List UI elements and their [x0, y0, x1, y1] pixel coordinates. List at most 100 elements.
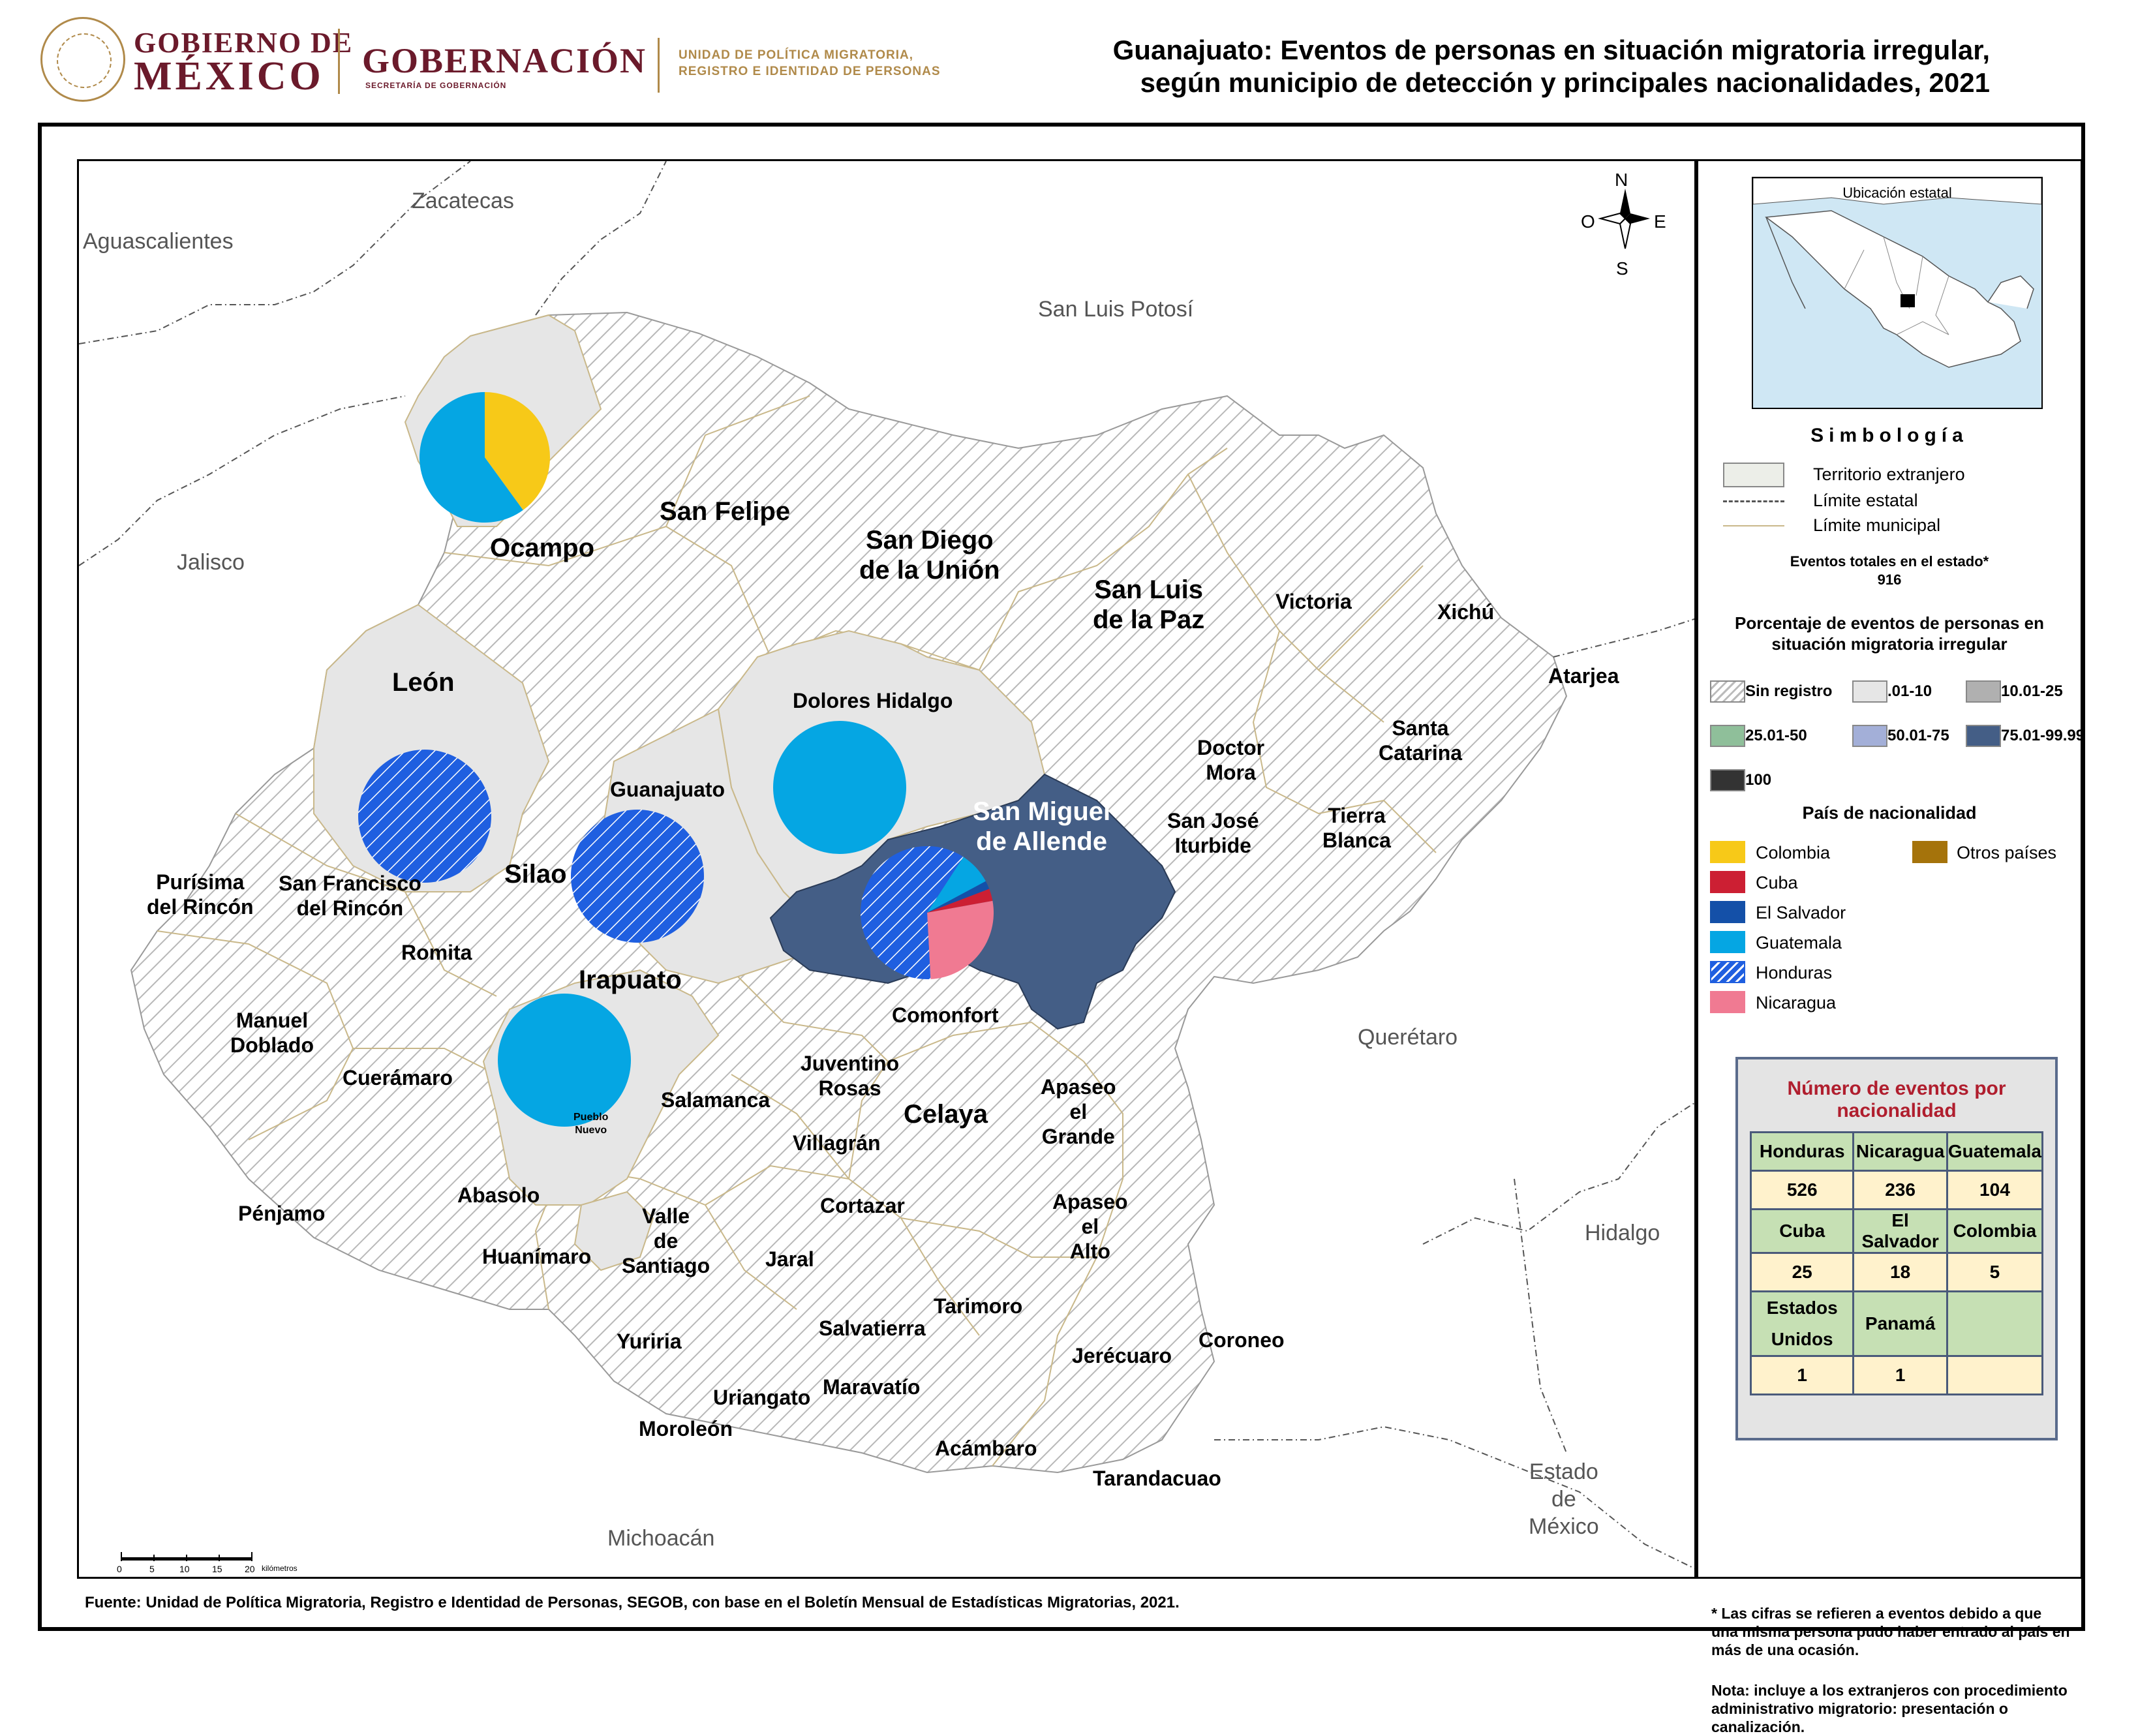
- pct-title-line-1: Porcentaje de eventos de personas en: [1735, 613, 2044, 633]
- vs-line-1: Valle: [642, 1204, 690, 1228]
- sji-line-2: Iturbide: [1174, 834, 1251, 857]
- nat-label-el-salvador: El Salvador: [1756, 903, 1846, 922]
- scale-tick: [251, 1552, 252, 1561]
- ag-line-1: Apaseo: [1041, 1075, 1116, 1099]
- mun-label-comonfort: Comonfort: [892, 1003, 999, 1027]
- table-row: 1 1: [1749, 1355, 2044, 1395]
- mun-label-apaseo-el-alto: Apaseo el Alto: [1052, 1189, 1128, 1264]
- compass-o: O: [1581, 211, 1595, 232]
- upm-logo-text: UNIDAD DE POLÍTICA MIGRATORIA, REGISTRO …: [679, 47, 941, 80]
- pie-dolores-hidalgo: [773, 721, 906, 854]
- mun-label-romita: Romita: [401, 941, 472, 964]
- doctor-line-1: Doctor: [1197, 736, 1265, 759]
- pct-label-10-25: 10.01-25: [2001, 682, 2063, 700]
- mexico-label: MÉXICO: [134, 54, 324, 99]
- mun-label-valle-de-santiago: Valle de Santiago: [622, 1204, 710, 1278]
- nat-swatch-otros: [1912, 841, 1947, 863]
- mun-label-irapuato: Irapuato: [579, 966, 682, 994]
- mun-label-san-diego: San Diego de la Unión: [859, 525, 1000, 585]
- table-header-cell: Cuba: [1749, 1208, 1855, 1254]
- pie-slice-honduras: [358, 750, 491, 883]
- scale-label-15: 15: [212, 1564, 222, 1574]
- total-events-value: 916: [1877, 571, 1902, 588]
- pct-swatch-01-10: [1852, 680, 1887, 703]
- title-line-2: según municipio de detección y principal…: [1140, 67, 1990, 98]
- state-label-edomex: Estado de México: [1529, 1458, 1599, 1540]
- limite-estatal-label: Límite estatal: [1813, 491, 1918, 510]
- mun-label-apaseo-el-grande: Apaseo el Grande: [1041, 1074, 1116, 1149]
- nat-swatch-el-salvador: [1710, 901, 1745, 923]
- mun-label-santa-catarina: Santa Catarina: [1379, 716, 1462, 765]
- mun-label-atarjea: Atarjea: [1548, 664, 1619, 688]
- nat-label-honduras: Honduras: [1756, 963, 1833, 982]
- pie-slice-cuba: [927, 889, 993, 913]
- nat-swatch-honduras: [1710, 961, 1745, 983]
- mun-label-tarandacuao: Tarandacuao: [1093, 1467, 1221, 1490]
- mun-label-abasolo: Abasolo: [457, 1183, 540, 1207]
- mun-label-villagran: Villagrán: [793, 1131, 881, 1155]
- md-line-1: Manuel: [236, 1009, 309, 1032]
- mun-label-pueblo-nuevo: Pueblo Nuevo: [573, 1111, 608, 1137]
- nat-label-colombia: Colombia: [1756, 843, 1831, 862]
- sc-line-1: Santa: [1392, 716, 1449, 740]
- pct-swatch-10-25: [1966, 680, 2001, 703]
- pct-label-sin-registro: Sin registro: [1745, 682, 1833, 700]
- pueblo-line-2: Nuevo: [575, 1125, 607, 1136]
- mun-label-salamanca: Salamanca: [661, 1088, 771, 1112]
- pie-irapuato: [498, 994, 631, 1127]
- simbologia-title: Simbología: [1810, 425, 1968, 446]
- pie-san-miguel-de-allende: [861, 846, 994, 979]
- mun-label-doctor-mora: Doctor Mora: [1197, 735, 1264, 785]
- aa-line-2: el: [1081, 1215, 1099, 1238]
- mun-label-purisima: Purísima del Rincón: [147, 870, 254, 919]
- edomex-line-1: Estado: [1529, 1459, 1598, 1484]
- table-header-cell: Guatemala: [1946, 1131, 2044, 1172]
- pie-slice-guatemala: [498, 994, 631, 1127]
- sji-line-1: San José: [1167, 809, 1259, 832]
- outer-frame: [38, 123, 2085, 1631]
- pie-slice-el-salvador: [927, 881, 990, 913]
- nat-swatch-guatemala: [1710, 931, 1745, 953]
- tb-line-2: Blanca: [1322, 829, 1391, 852]
- nat-label-otros: Otros países: [1957, 843, 2057, 862]
- limite-estatal-swatch: [1723, 500, 1784, 502]
- table-value-cell: 526: [1749, 1170, 1855, 1210]
- jr-line-1: Juventino: [801, 1052, 900, 1075]
- nat-label-nicaragua: Nicaragua: [1756, 993, 1837, 1013]
- state-label-jalisco: Jalisco: [177, 550, 245, 575]
- mun-label-maravatio: Maravatío: [823, 1375, 921, 1399]
- mexico-inset-svg: [1753, 178, 2041, 368]
- sma-line-1: San Miguel: [973, 797, 1111, 826]
- mun-label-acambaro: Acámbaro: [935, 1437, 1037, 1460]
- scale-label-5: 5: [149, 1564, 155, 1574]
- table-value-cell: [1946, 1355, 2044, 1395]
- mun-label-ocampo: Ocampo: [490, 534, 595, 562]
- source-note: Fuente: Unidad de Política Migratoria, R…: [85, 1594, 1180, 1611]
- scale-tick: [219, 1555, 220, 1561]
- aa-line-1: Apaseo: [1052, 1190, 1128, 1213]
- pie-ocampo: [419, 392, 550, 523]
- table-row: 526 236 104: [1749, 1170, 2044, 1210]
- inset-map: Ubicación estatal: [1752, 177, 2043, 409]
- table-header-cell: El Salvador: [1852, 1208, 1948, 1254]
- sdu-line-1: San Diego: [865, 526, 994, 555]
- mun-label-manuel-doblado: Manuel Doblado: [230, 1008, 314, 1058]
- table-value-cell: 1: [1749, 1355, 1855, 1395]
- state-boundaries: [79, 161, 1694, 1570]
- vs-line-3: Santiago: [622, 1254, 710, 1277]
- note-asterisk: * Las cifras se refieren a eventos debid…: [1711, 1605, 2070, 1658]
- pie-guanajuato: [571, 810, 704, 943]
- mun-label-victoria: Victoria: [1275, 590, 1352, 613]
- territorio-swatch: [1723, 463, 1784, 487]
- mun-label-juventino-rosas: Juventino Rosas: [801, 1051, 899, 1101]
- header-divider-2: [658, 38, 660, 93]
- ag-line-3: Grande: [1041, 1125, 1115, 1148]
- inset-title: Ubicación estatal: [1842, 185, 1952, 201]
- upm-line-2: REGISTRO E IDENTIDAD DE PERSONAS: [679, 65, 941, 78]
- table-row: Estados Unidos Panamá: [1749, 1290, 2044, 1357]
- nat-swatch-cuba: [1710, 871, 1745, 893]
- mun-label-cueramaro: Cuerámaro: [343, 1066, 453, 1089]
- pie-slice-guatemala: [927, 857, 986, 913]
- mun-label-san-felipe: San Felipe: [660, 497, 791, 526]
- state-label-slp: San Luis Potosí: [1038, 297, 1194, 322]
